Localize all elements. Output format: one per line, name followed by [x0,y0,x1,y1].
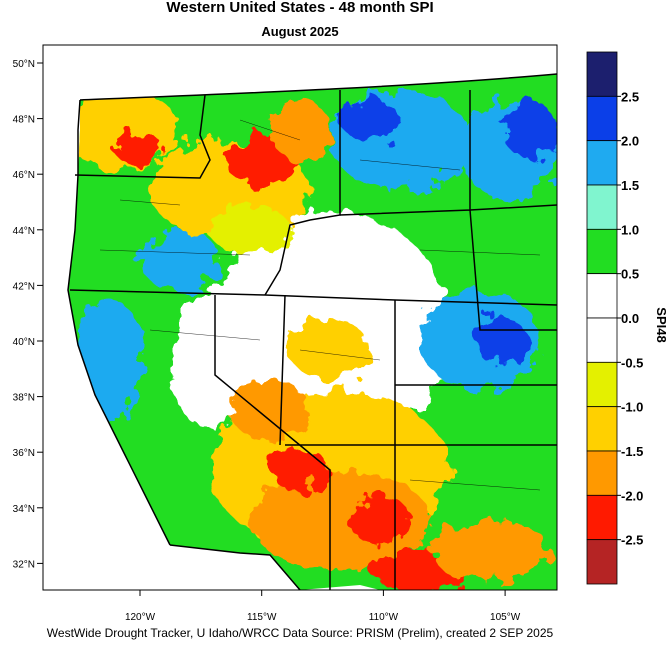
lat-label: 44°N [13,226,35,237]
lat-label: 48°N [13,115,35,126]
colorbar-label: 1.0 [621,222,639,237]
lat-label: 32°N [13,559,35,570]
lat-label: 38°N [13,393,35,404]
lat-label: 36°N [13,448,35,459]
lon-label: 110°W [369,612,399,623]
lon-label: 115°W [247,612,277,623]
colorbar-label: -2.5 [621,533,643,548]
colorbar-bin [586,450,618,496]
colorbar-bin [586,95,618,142]
colorbar-title: SPI48 [654,307,669,342]
colorbar-label: -2.0 [621,488,643,503]
colorbar-label: 1.5 [621,178,639,193]
colorbar-bin [586,228,618,275]
lat-label: 46°N [13,170,35,181]
colorbar-bin [586,140,618,186]
colorbar-bin [586,494,618,541]
subtitle: August 2025 [261,24,338,39]
colorbar-bin [586,273,618,319]
footer: WestWide Drought Tracker, U Idaho/WRCC D… [47,626,554,640]
colorbar: 2.5 2.0 1.5 1.0 0.5 0.0 -0.5 -1.0 -1.5 -2.0 -2.5 [586,51,643,585]
lat-label: 40°N [13,337,35,348]
colorbar-label: 0.0 [621,311,639,326]
lat-label: 34°N [13,504,35,515]
colorbar-label: -1.0 [621,400,643,415]
colorbar-bin [586,184,618,230]
colorbar-bin [586,406,618,452]
map [67,73,557,590]
lon-label: 120°W [125,612,156,623]
colorbar-label: 2.5 [621,89,639,104]
colorbar-label: 2.0 [621,134,639,149]
lat-label: 42°N [13,281,35,292]
colorbar-label: -0.5 [621,355,643,370]
colorbar-bin [586,539,618,585]
title: Western United States - 48 month SPI [166,0,433,16]
colorbar-label: 0.5 [621,267,639,282]
colorbar-bin [586,51,618,97]
lon-label: 105°W [490,612,521,623]
colorbar-label: -1.5 [621,444,643,459]
map-frame [42,44,558,591]
colorbar-bin [586,361,618,408]
lat-label: 50°N [13,59,35,70]
colorbar-bin [586,317,618,363]
